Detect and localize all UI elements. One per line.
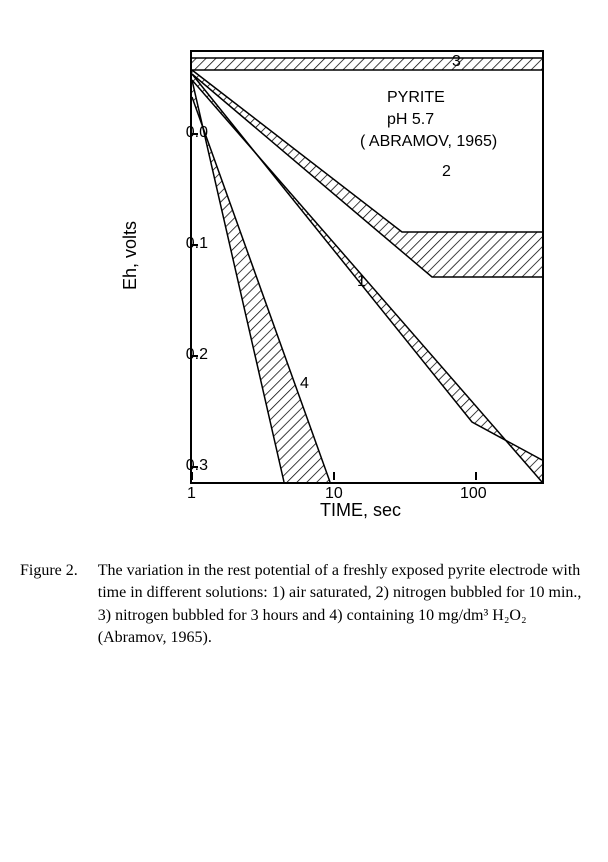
- plot-area: 3 2 1 4 4 PYRITE pH 5.7 ( ABRAMOV, 1965): [190, 50, 544, 484]
- chart-container: Eh, volts 0.0 0.1 0.2 0.3 1 10 100 TIME,…: [120, 40, 560, 520]
- x-tick-100: 100: [460, 485, 487, 503]
- x-axis-label: TIME, sec: [320, 500, 401, 521]
- x-tick-1: 1: [187, 485, 196, 503]
- y-axis-label: Eh, volts: [120, 221, 141, 290]
- figure-caption: Figure 2. The variation in the rest pote…: [20, 560, 588, 650]
- chart-title-1: PYRITE: [387, 89, 445, 106]
- series-4-band: [192, 80, 330, 482]
- chart-title-2: pH 5.7: [387, 111, 434, 128]
- series-label-4: 4: [300, 375, 309, 392]
- chart-title-3: ( ABRAMOV, 1965): [360, 133, 497, 150]
- series-label-2: 2: [442, 163, 451, 180]
- caption-text: The variation in the rest potential of a…: [98, 560, 588, 650]
- series-label-1: 1: [357, 273, 366, 290]
- chart-svg: 3 2 1 4 4 PYRITE pH 5.7 ( ABRAMOV, 1965): [192, 52, 542, 482]
- series-3-band: [192, 58, 542, 70]
- caption-label: Figure 2.: [20, 560, 98, 650]
- series-label-3: 3: [452, 53, 461, 70]
